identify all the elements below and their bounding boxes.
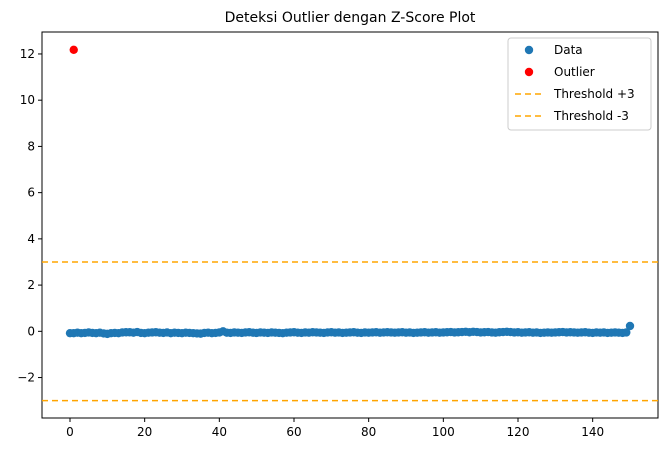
data-point xyxy=(622,328,631,337)
legend-swatch xyxy=(524,67,534,77)
y-tick-label: 4 xyxy=(27,232,35,246)
x-tick-label: 20 xyxy=(137,425,152,439)
legend-label: Data xyxy=(554,43,583,57)
x-tick-label: 80 xyxy=(361,425,376,439)
legend: Data Outlier Threshold +3 Threshold -3 xyxy=(507,37,652,131)
y-tick-label: 10 xyxy=(20,93,35,107)
legend-label: Outlier xyxy=(554,65,595,79)
x-tick-label: 120 xyxy=(507,425,530,439)
y-tick-label: 8 xyxy=(27,139,35,153)
y-tick-label: 12 xyxy=(20,47,35,61)
legend-label: Threshold +3 xyxy=(553,87,635,101)
y-tick-label: 2 xyxy=(27,278,35,292)
x-tick-label: 60 xyxy=(286,425,301,439)
plot-area: 0 20 40 60 80 100 120 140 −2 0 2 4 6 8 10 12 xyxy=(17,31,659,439)
outlier-point xyxy=(69,45,78,54)
legend-box xyxy=(507,37,652,131)
plot-frame xyxy=(41,31,659,419)
y-tick-label: 0 xyxy=(27,324,35,338)
legend-label: Threshold -3 xyxy=(553,109,629,123)
x-tick-label: 140 xyxy=(581,425,604,439)
x-tick-label: 100 xyxy=(432,425,455,439)
x-tick-label: 0 xyxy=(66,425,74,439)
data-point xyxy=(625,321,635,331)
x-tick-label: 40 xyxy=(212,425,227,439)
y-tick-label: −2 xyxy=(17,371,35,385)
chart-title: Deteksi Outlier dengan Z-Score Plot xyxy=(225,10,476,26)
legend-swatch xyxy=(524,45,534,55)
y-tick-label: 6 xyxy=(27,186,35,200)
